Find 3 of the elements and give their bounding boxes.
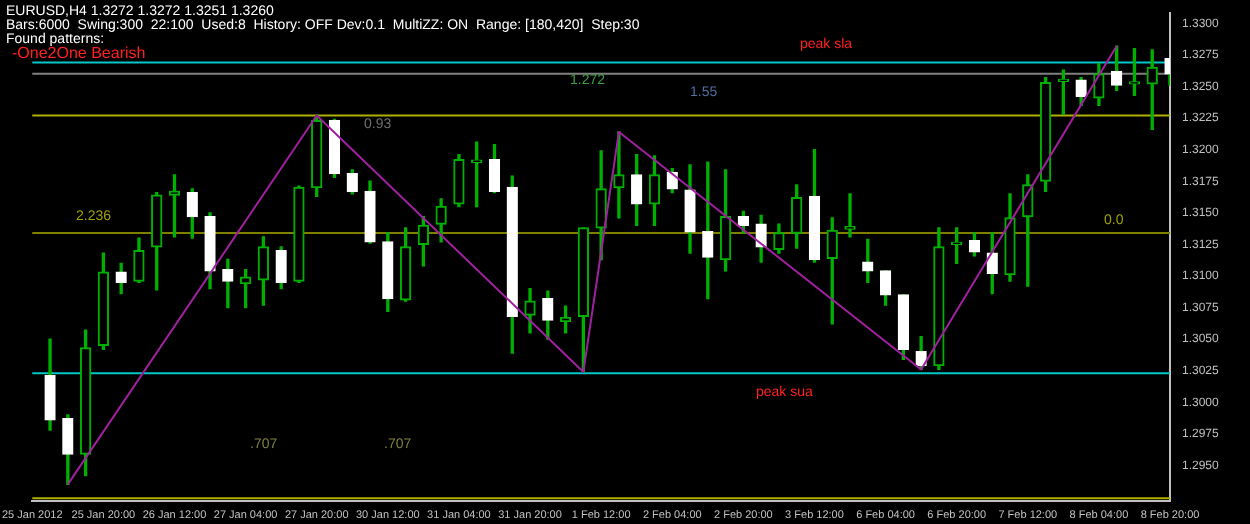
candlestick bbox=[613, 131, 625, 219]
annotation: -One2One Bearish bbox=[12, 44, 146, 63]
candlestick bbox=[844, 193, 856, 238]
